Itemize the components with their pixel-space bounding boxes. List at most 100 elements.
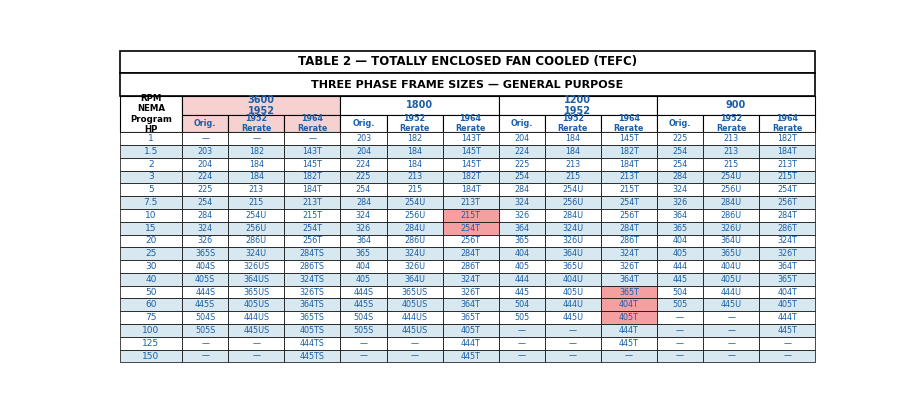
Text: 505S: 505S <box>195 326 215 335</box>
Bar <box>284 209 340 222</box>
Bar <box>228 260 284 273</box>
Text: 1200
1952: 1200 1952 <box>564 94 590 116</box>
Text: 25: 25 <box>145 249 157 258</box>
Text: 213: 213 <box>406 173 422 182</box>
Bar <box>340 337 386 350</box>
Text: 364: 364 <box>671 211 687 220</box>
Text: 125: 125 <box>142 339 159 348</box>
Text: 182T: 182T <box>619 147 638 156</box>
Bar <box>386 273 442 286</box>
Text: —: — <box>726 326 734 335</box>
Bar <box>545 234 600 247</box>
Text: RPM
NEMA
Program
HP: RPM NEMA Program HP <box>129 94 171 134</box>
Text: 184T: 184T <box>460 185 480 194</box>
Text: —: — <box>675 339 683 348</box>
Bar <box>182 222 228 234</box>
Text: 284T: 284T <box>460 249 480 258</box>
Text: 256U: 256U <box>404 211 425 220</box>
Bar <box>228 286 284 299</box>
Text: 444: 444 <box>514 275 528 284</box>
Bar <box>284 183 340 196</box>
Text: 405T: 405T <box>460 326 480 335</box>
Text: 284: 284 <box>514 185 528 194</box>
Text: 364U: 364U <box>720 236 741 245</box>
Bar <box>340 260 386 273</box>
Text: 284TS: 284TS <box>300 249 324 258</box>
Text: 184T: 184T <box>619 160 638 169</box>
Text: 1952
Rerate: 1952 Rerate <box>558 114 588 133</box>
Text: 182T: 182T <box>460 173 480 182</box>
Text: 365S: 365S <box>195 249 215 258</box>
Text: 184: 184 <box>565 134 579 143</box>
Bar <box>119 158 182 171</box>
Text: 286U: 286U <box>720 211 741 220</box>
Bar <box>340 299 386 311</box>
Bar <box>119 350 182 362</box>
Bar <box>386 145 442 158</box>
Text: 5: 5 <box>148 185 154 194</box>
Text: 405U: 405U <box>562 288 583 297</box>
Bar <box>119 311 182 324</box>
Bar <box>442 260 498 273</box>
Text: 364: 364 <box>514 224 528 233</box>
Bar <box>545 324 600 337</box>
Text: 504S: 504S <box>195 313 215 322</box>
Text: 405US: 405US <box>243 300 269 309</box>
Text: 445T: 445T <box>776 326 796 335</box>
Text: 365T: 365T <box>619 288 638 297</box>
Bar <box>498 260 545 273</box>
Text: 213T: 213T <box>460 198 480 207</box>
Bar <box>545 286 600 299</box>
Bar <box>182 196 228 209</box>
Text: 444T: 444T <box>619 326 638 335</box>
Bar <box>386 115 442 132</box>
Text: 324T: 324T <box>460 275 480 284</box>
Bar <box>284 311 340 324</box>
Bar <box>386 158 442 171</box>
Text: 365: 365 <box>671 224 687 233</box>
Text: 184: 184 <box>406 160 422 169</box>
Text: 405TS: 405TS <box>300 326 324 335</box>
Bar <box>656 260 702 273</box>
Bar <box>600 247 656 260</box>
Text: 145T: 145T <box>460 160 480 169</box>
Text: 203: 203 <box>198 147 212 156</box>
Text: 444U: 444U <box>562 300 583 309</box>
Text: —: — <box>783 352 791 361</box>
Text: 184T: 184T <box>302 185 322 194</box>
Bar <box>386 324 442 337</box>
Bar <box>386 350 442 362</box>
Bar <box>498 158 545 171</box>
Bar <box>600 299 656 311</box>
Text: —: — <box>201 352 209 361</box>
Bar <box>119 222 182 234</box>
Text: 445T: 445T <box>460 352 480 361</box>
Text: —: — <box>410 352 418 361</box>
Text: 145T: 145T <box>302 160 322 169</box>
Text: 364T: 364T <box>776 262 796 271</box>
Bar <box>119 209 182 222</box>
Text: 1964
Rerate: 1964 Rerate <box>771 114 802 133</box>
Bar <box>498 145 545 158</box>
Bar <box>600 115 656 132</box>
Text: 10: 10 <box>145 211 157 220</box>
Bar <box>228 234 284 247</box>
Bar <box>498 337 545 350</box>
Polygon shape <box>622 118 735 213</box>
Text: 364US: 364US <box>243 275 269 284</box>
Bar <box>386 260 442 273</box>
Text: 1952
Rerate: 1952 Rerate <box>241 114 271 133</box>
Bar <box>758 286 814 299</box>
Text: 404T: 404T <box>619 300 638 309</box>
Text: 145T: 145T <box>460 147 480 156</box>
Text: 364T: 364T <box>619 275 638 284</box>
Bar <box>702 209 758 222</box>
Bar <box>119 73 814 96</box>
Text: 286U: 286U <box>246 236 267 245</box>
Text: 404U: 404U <box>720 262 741 271</box>
Bar <box>656 171 702 183</box>
Text: 20: 20 <box>145 236 157 245</box>
Bar <box>545 222 600 234</box>
Text: 405: 405 <box>355 275 371 284</box>
Bar <box>758 115 814 132</box>
